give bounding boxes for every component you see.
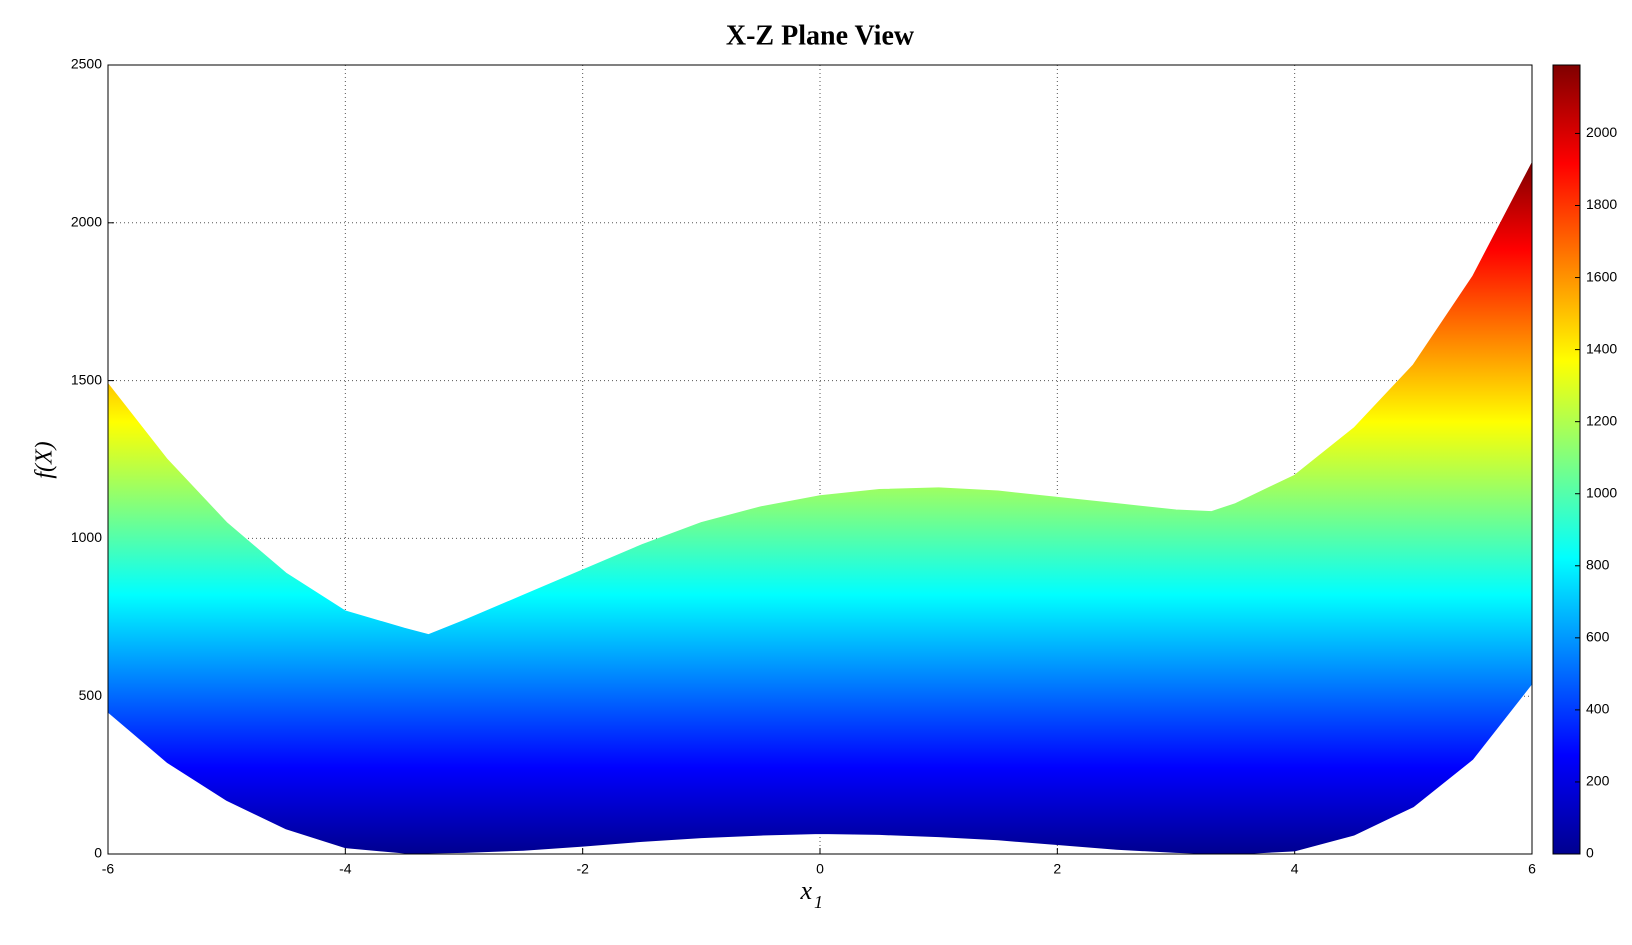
y-tick-label: 0 <box>94 845 102 861</box>
x-axis-label-subscript: 1 <box>814 892 823 912</box>
colorbar-tick-label: 1600 <box>1586 268 1617 284</box>
colorbar-tick-label: 1000 <box>1586 484 1617 500</box>
x-tick-label: 6 <box>1528 861 1536 877</box>
colorbar-tick-label: 200 <box>1586 773 1610 789</box>
x-axis-label: x <box>799 876 812 905</box>
y-tick-label: 2000 <box>71 214 102 230</box>
y-tick-label: 1500 <box>71 371 102 387</box>
colorbar-tick-label: 400 <box>1586 701 1610 717</box>
y-axis-label: f(X) <box>32 441 58 478</box>
x-tick-label: -4 <box>339 861 352 877</box>
x-tick-label: 4 <box>1291 861 1299 877</box>
colorbar-tick-label: 0 <box>1586 845 1594 861</box>
y-tick-label: 500 <box>79 687 103 703</box>
colorbar-tick-label: 1400 <box>1586 340 1617 356</box>
colorbar-tick-label: 800 <box>1586 556 1610 572</box>
x-tick-label: -6 <box>102 861 115 877</box>
colorbar-tick-label: 1800 <box>1586 196 1617 212</box>
plot-frame <box>107 64 1533 855</box>
colorbar-tick-label: 2000 <box>1586 124 1617 140</box>
y-tick-label: 1000 <box>71 529 102 545</box>
colorbar-tick-label: 600 <box>1586 629 1610 645</box>
area-edge <box>107 162 1533 636</box>
area-fill <box>108 162 1532 854</box>
colorbar <box>1552 64 1581 855</box>
chart-title: X-Z Plane View <box>726 20 915 51</box>
area-edge <box>107 683 1533 855</box>
colorbar-tick-label: 1200 <box>1586 412 1617 428</box>
y-tick-label: 2500 <box>71 56 102 72</box>
x-tick-label: 2 <box>1053 861 1061 877</box>
x-tick-label: 0 <box>816 861 824 877</box>
x-tick-label: -2 <box>576 861 589 877</box>
